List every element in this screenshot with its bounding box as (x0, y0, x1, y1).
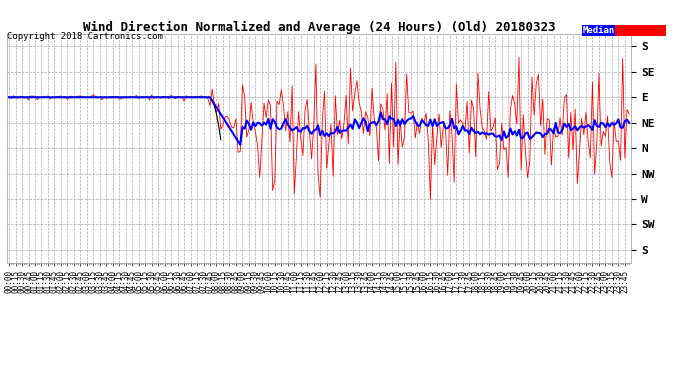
Text: Median: Median (583, 26, 615, 35)
Text: Direction: Direction (616, 26, 664, 35)
Text: Copyright 2018 Cartronics.com: Copyright 2018 Cartronics.com (7, 32, 163, 41)
Title: Wind Direction Normalized and Average (24 Hours) (Old) 20180323: Wind Direction Normalized and Average (2… (83, 21, 555, 34)
